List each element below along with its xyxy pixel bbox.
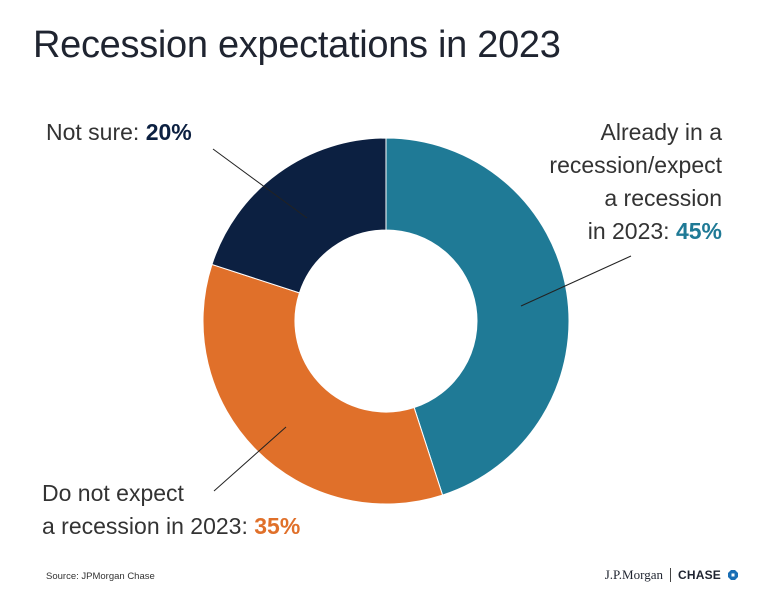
label-not-sure: Not sure: 20% (46, 116, 192, 149)
label-already-value: 45% (675, 218, 722, 244)
slice-notsure (211, 137, 387, 294)
leader-line-not-sure (212, 148, 308, 219)
brand-divider (669, 568, 671, 582)
slice-donot (202, 263, 444, 505)
label-already-line4: in 2023: (587, 218, 676, 244)
label-not-sure-text: Not sure: (46, 119, 146, 145)
label-do-not: Do not expect a recession in 2023: 35% (42, 477, 300, 543)
chase-octagon-icon (728, 570, 738, 580)
jpmorgan-wordmark: J.P.Morgan (604, 567, 663, 582)
leader-line-already (520, 255, 632, 307)
label-do-not-line2: a recession in 2023: (42, 513, 255, 539)
slice-already (385, 137, 570, 496)
leader-line-do-not (213, 426, 287, 492)
label-already-line3: a recession (604, 185, 722, 211)
chase-wordmark: CHASE (677, 568, 721, 582)
label-already-line2: recession/expect (549, 152, 722, 178)
brand-logo: J.P.Morgan CHASE (605, 567, 738, 583)
label-already: Already in a recession/expect a recessio… (549, 116, 722, 248)
label-do-not-value: 35% (254, 513, 301, 539)
label-already-line1: Already in a (600, 119, 722, 145)
label-not-sure-value: 20% (145, 119, 192, 145)
chart-title: Recession expectations in 2023 (33, 24, 561, 66)
label-do-not-line1: Do not expect (42, 480, 184, 506)
source-note: Source: JPMorgan Chase (46, 571, 155, 582)
